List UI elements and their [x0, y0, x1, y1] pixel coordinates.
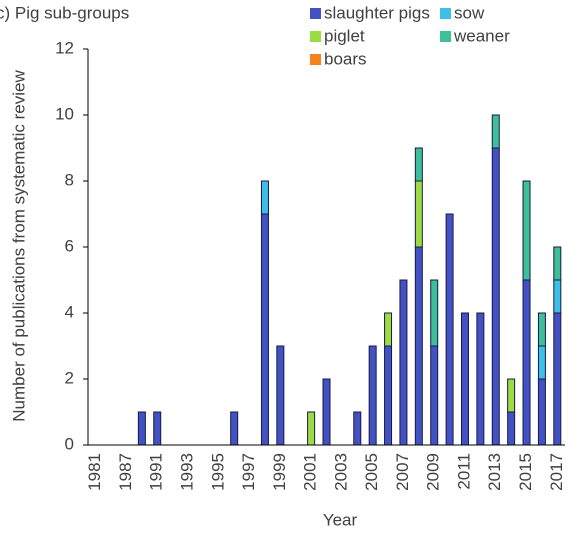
x-tick-label: 1991 — [147, 453, 166, 491]
bar-segment — [230, 411, 239, 446]
chart-title: c) Pig sub-groups — [0, 3, 129, 22]
legend-label: piglet — [324, 26, 365, 45]
bar-segment — [414, 147, 423, 182]
bar-segment — [414, 180, 423, 248]
legend-label: boars — [324, 49, 367, 68]
x-tick-label: 2011 — [454, 453, 473, 490]
bar-segment — [368, 345, 377, 446]
y-axis-label: Number of publications from systematic r… — [9, 70, 28, 422]
bar-segment — [260, 180, 269, 215]
bar-segment — [507, 411, 516, 446]
x-tick-label: 2007 — [393, 453, 412, 491]
bar-segment — [307, 411, 316, 446]
bar-segment — [399, 279, 408, 446]
y-tick-label: 6 — [65, 236, 74, 255]
bar-segment — [537, 378, 546, 446]
x-tick-label: 2013 — [485, 453, 504, 491]
bar-segment — [491, 114, 500, 149]
y-tick-label: 10 — [55, 104, 74, 123]
bar-segment — [153, 411, 162, 446]
x-tick-label: 2005 — [362, 453, 381, 491]
bar-segment — [553, 279, 562, 314]
y-tick-label: 2 — [65, 368, 74, 387]
x-tick-label: 2003 — [331, 453, 350, 491]
bar-segment — [445, 213, 454, 446]
y-tick-label: 4 — [65, 302, 74, 321]
x-tick-label: 2017 — [547, 453, 566, 491]
x-tick-label: 2009 — [424, 453, 443, 491]
bar-segment — [507, 378, 516, 413]
bar-segment — [384, 312, 393, 347]
x-tick-label: 1981 — [85, 453, 104, 491]
bar-segment — [476, 312, 485, 446]
legend-label: sow — [454, 3, 485, 22]
bar-segment — [460, 312, 469, 446]
legend-label: weaner — [453, 26, 510, 45]
bar-segment — [322, 378, 331, 446]
legend-swatch — [310, 54, 321, 65]
bar-segment — [553, 312, 562, 446]
legend-swatch — [440, 31, 451, 42]
bar-segment — [414, 246, 423, 446]
bar-segment — [537, 312, 546, 347]
bar-segment — [537, 345, 546, 380]
legend-swatch — [310, 31, 321, 42]
bar-segment — [353, 411, 362, 446]
y-tick-label: 0 — [65, 434, 74, 453]
x-tick-label: 1999 — [270, 453, 289, 491]
bar-segment — [553, 246, 562, 281]
bar-segment — [260, 213, 269, 446]
y-tick-label: 12 — [55, 38, 74, 57]
x-tick-label: 1995 — [208, 453, 227, 491]
x-tick-label: 1993 — [178, 453, 197, 491]
bar-segment — [430, 345, 439, 446]
bar-segment — [137, 411, 146, 446]
bar-segment — [522, 180, 531, 281]
x-tick-label: 1997 — [239, 453, 258, 491]
x-tick-label: 1987 — [116, 453, 135, 491]
x-axis-label: Year — [323, 510, 358, 529]
legend-swatch — [310, 8, 321, 19]
x-tick-label: 2015 — [516, 453, 535, 491]
x-tick-label: 2001 — [301, 453, 320, 491]
bar-segment — [522, 279, 531, 446]
bar-segment — [384, 345, 393, 446]
bar-segment — [276, 345, 285, 446]
bar-segment — [491, 147, 500, 446]
bar-segment — [430, 279, 439, 347]
y-tick-label: 8 — [65, 170, 74, 189]
legend-label: slaughter pigs — [324, 3, 430, 22]
legend-swatch — [440, 8, 451, 19]
